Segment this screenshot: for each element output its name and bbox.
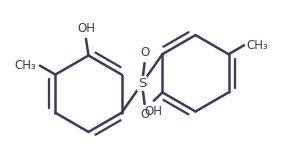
Text: O: O xyxy=(140,46,149,59)
Text: OH: OH xyxy=(77,22,95,35)
Text: OH: OH xyxy=(145,105,163,118)
Text: CH₃: CH₃ xyxy=(247,39,268,52)
Text: O: O xyxy=(140,108,149,121)
Text: S: S xyxy=(138,77,146,90)
Text: CH₃: CH₃ xyxy=(14,59,36,72)
